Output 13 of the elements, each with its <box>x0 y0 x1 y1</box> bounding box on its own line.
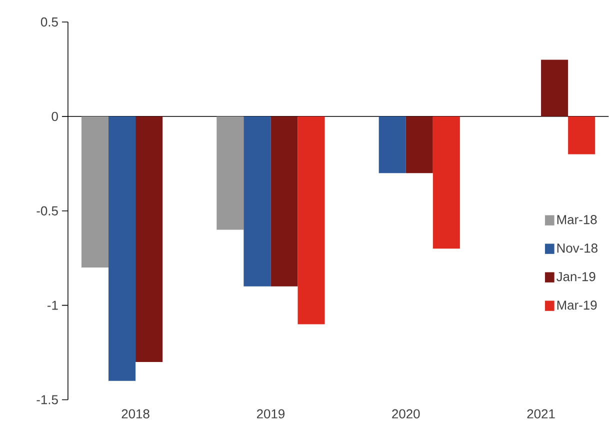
x-tick-label: 2019 <box>256 409 284 419</box>
x-tick-label: 2021 <box>527 409 555 419</box>
legend-label: Mar-18 <box>557 215 597 224</box>
y-tick-label: -0.5 <box>36 206 58 216</box>
y-tick-label: 0 <box>52 112 58 122</box>
x-tick-label: 2020 <box>392 409 420 419</box>
legend-label: Jan-19 <box>556 272 596 282</box>
y-tick-label: 0.5 <box>40 18 58 27</box>
legend-label: Nov-18 <box>557 244 598 253</box>
y-tick-label: -1 <box>48 300 58 310</box>
legend-label: Mar-19 <box>557 300 597 310</box>
x-tick-label: 2018 <box>122 409 150 419</box>
y-tick-label: -1.5 <box>36 395 58 404</box>
